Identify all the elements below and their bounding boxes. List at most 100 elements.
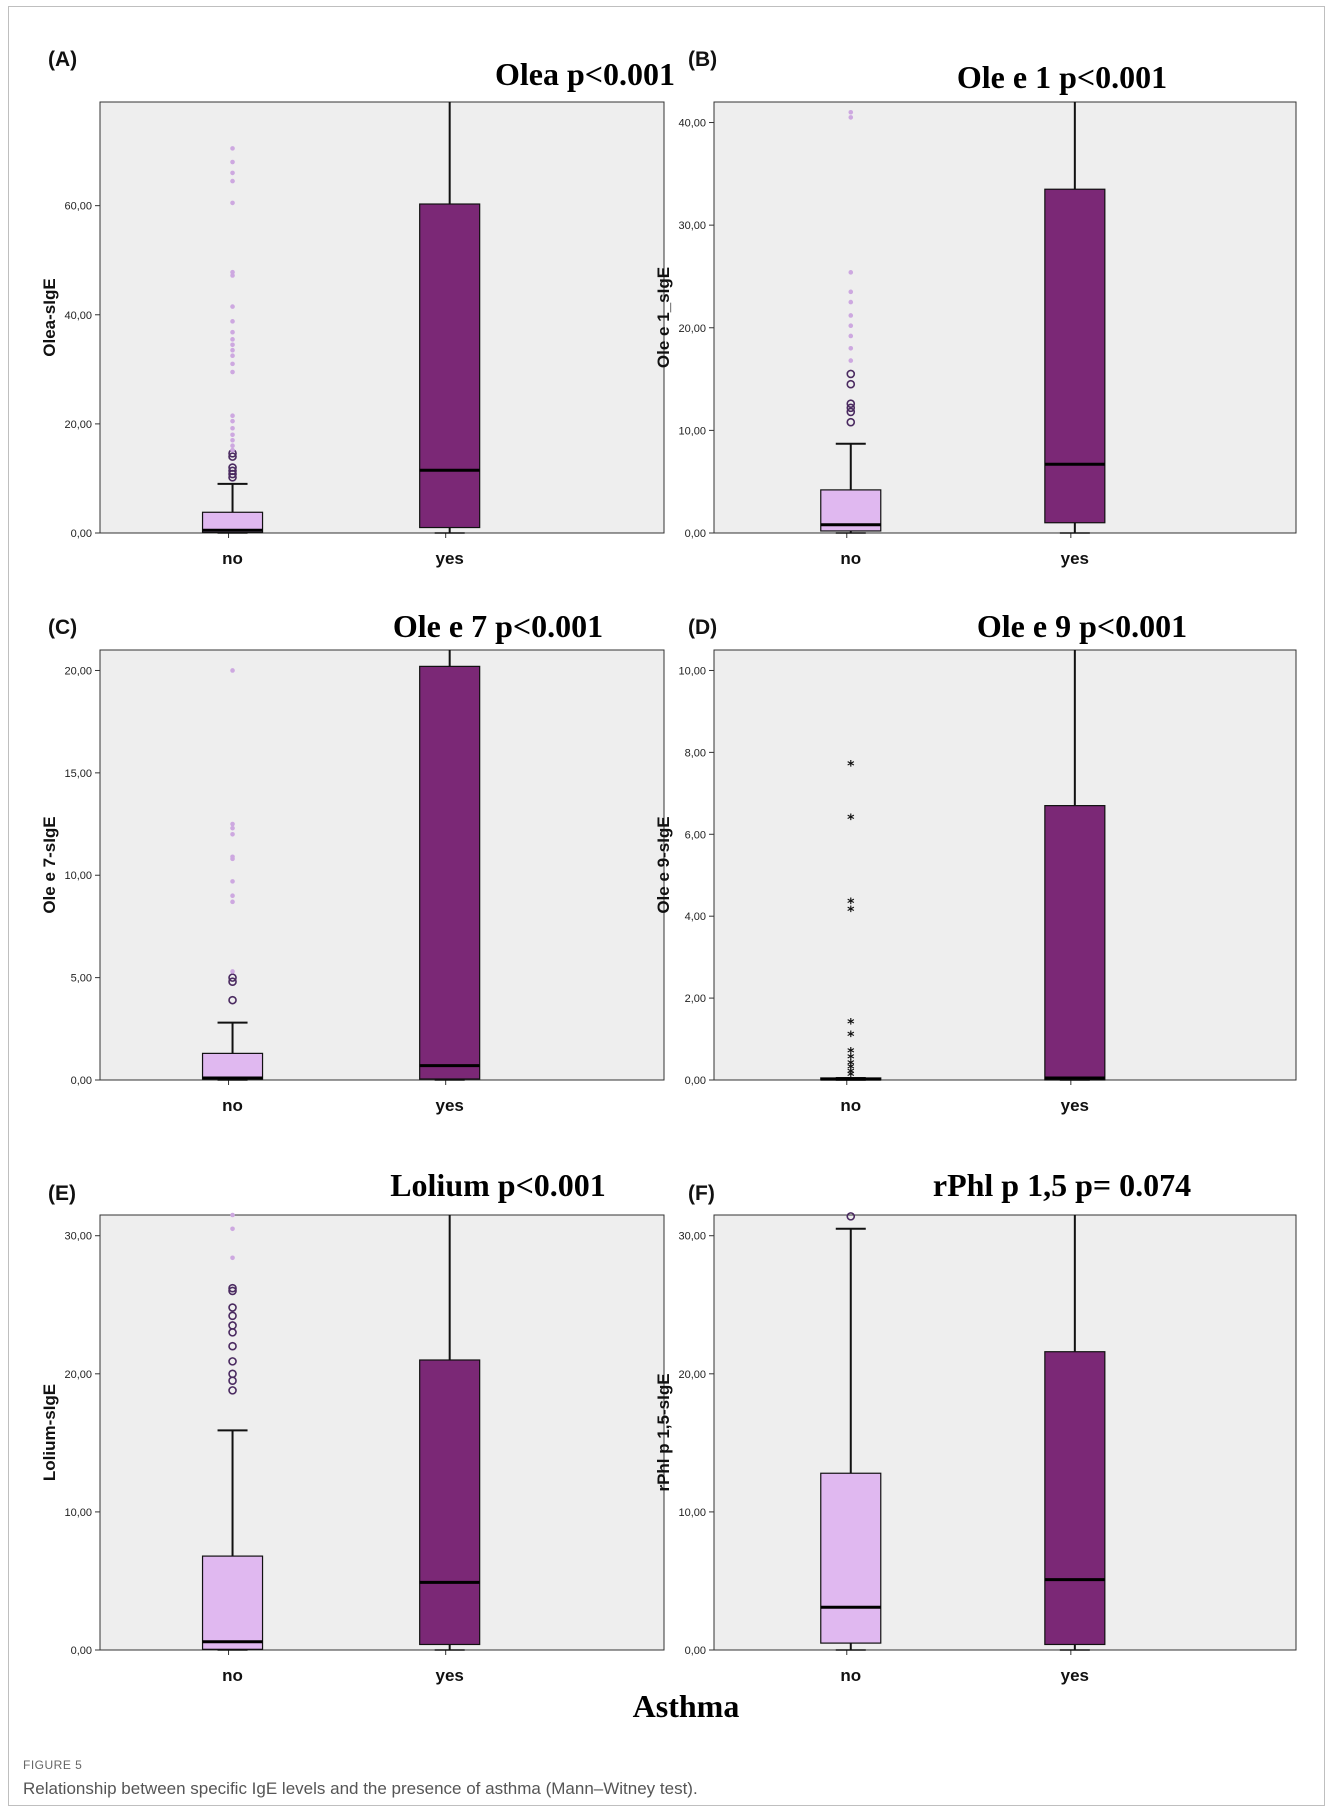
- extreme-point: [230, 347, 235, 353]
- panel-e: (E) Lolium p<0.001 0,00 10,00 20,00 30,00 Loli…: [40, 1167, 665, 1685]
- extreme-point: [230, 425, 235, 431]
- extreme-point: *: [847, 812, 855, 828]
- extreme-point: *: [847, 1045, 855, 1061]
- extreme-point: [230, 269, 235, 275]
- x-tick-label-yes: yes: [435, 1666, 463, 1685]
- outlier-point: [228, 1283, 237, 1293]
- x-tick-label-no: no: [840, 1096, 861, 1115]
- extreme-point: [230, 668, 235, 673]
- plot-area: [713, 649, 1297, 1081]
- box-no: [201, 1555, 264, 1650]
- y-tick-label: 60,00: [64, 201, 92, 213]
- extreme-point: [848, 115, 854, 120]
- x-tick-label-no: no: [840, 549, 861, 568]
- extreme-point: *: [847, 1058, 855, 1074]
- y-tick-label: 20,00: [64, 1369, 92, 1381]
- panel-d: (D) Ole e 9 p<0.001 0,00 2,00 4,00 6,00 8,00 10…: [654, 608, 1297, 1115]
- plot-area: [713, 1214, 1297, 1651]
- outlier-point: [228, 1341, 237, 1351]
- extreme-point: [848, 345, 854, 351]
- y-tick-label: 6,00: [685, 829, 706, 841]
- extreme-point: *: [847, 1029, 855, 1045]
- extreme-point: [848, 109, 854, 115]
- panel-title: Ole e 1 p<0.001: [957, 59, 1167, 95]
- y-axis-label: rPhl p 1,5-sIgE: [654, 1373, 673, 1491]
- extreme-point: [230, 418, 235, 424]
- extreme-point: [230, 413, 235, 419]
- extreme-point: *: [847, 1062, 855, 1078]
- extreme-point: *: [847, 904, 855, 920]
- extreme-point: [230, 969, 235, 974]
- outlier-point: [846, 379, 856, 389]
- extreme-point: [230, 1226, 235, 1232]
- plot-area: [99, 649, 665, 1081]
- box-yes: [419, 1359, 481, 1646]
- extreme-point: *: [847, 896, 855, 912]
- extreme-point: [230, 821, 235, 827]
- extreme-point: *: [847, 1017, 855, 1033]
- y-axis-label: Ole e 1_sIgE: [654, 267, 673, 368]
- outlier-point: [846, 399, 856, 409]
- panel-f: (F) rPhl p 1,5 p= 0.074 0,00 10,00 20,00 30,0…: [654, 1167, 1297, 1685]
- extreme-point: [230, 200, 235, 206]
- box-yes: [1044, 805, 1106, 1081]
- extreme-point: [230, 304, 235, 309]
- box-yes: [419, 203, 481, 529]
- outlier-point: [228, 1286, 237, 1296]
- y-tick-label: 20,00: [64, 419, 92, 431]
- outlier-point: [846, 403, 856, 413]
- extreme-point: [230, 1255, 235, 1261]
- extreme-point: [848, 323, 854, 329]
- figure-label: FIGURE 5: [23, 1758, 83, 1772]
- outlier-point: [228, 1311, 237, 1321]
- panel-letter: (F): [688, 1182, 715, 1205]
- y-tick-label: 30,00: [64, 1231, 92, 1243]
- extreme-point: [230, 329, 235, 335]
- extreme-point: [230, 342, 235, 348]
- panel-title: Ole e 7 p<0.001: [393, 608, 603, 644]
- panel-letter: (E): [48, 1182, 76, 1205]
- extreme-point: [230, 854, 235, 860]
- panel-letter: (D): [688, 616, 717, 639]
- extreme-point: [230, 437, 235, 443]
- y-tick-label: 20,00: [678, 323, 706, 335]
- extreme-point: [230, 273, 235, 278]
- panel-letter: (A): [48, 48, 77, 71]
- y-tick-label: 10,00: [64, 870, 92, 882]
- extreme-point: [230, 1212, 235, 1218]
- box-no: [201, 511, 264, 534]
- extreme-point: [230, 879, 235, 884]
- plot-area: [99, 1214, 665, 1651]
- extreme-point: *: [847, 759, 855, 775]
- box-no: [820, 1472, 882, 1644]
- x-tick-label-no: no: [222, 1666, 243, 1685]
- y-tick-label: 0,00: [71, 1075, 92, 1087]
- extreme-point: [848, 358, 854, 363]
- extreme-point: [230, 432, 235, 438]
- extreme-point: [848, 289, 854, 295]
- y-axis-label: Olea-sIgE: [40, 278, 59, 356]
- extreme-point: [230, 353, 235, 358]
- plot-area: [713, 101, 1297, 534]
- x-tick-label-yes: yes: [1061, 1666, 1089, 1685]
- extreme-point: [230, 899, 235, 905]
- common-x-axis-label: Asthma: [633, 1688, 740, 1724]
- outlier-point: [228, 1357, 237, 1366]
- y-tick-label: 30,00: [678, 220, 706, 232]
- y-tick-label: 15,00: [64, 768, 92, 780]
- panel-c: (C) Ole e 7 p<0.001 0,00 5,00 10,00 15,00 20,0…: [40, 608, 665, 1115]
- box-yes: [1044, 188, 1106, 524]
- panel-title: Lolium p<0.001: [390, 1167, 606, 1203]
- box-yes: [1044, 1351, 1106, 1646]
- outlier-point: [846, 1212, 856, 1221]
- panel-b: (B) Ole e 1 p<0.001 0,00 10,00 20,00 30,00 40,…: [654, 48, 1297, 568]
- box-plot-figure: Asthma (A) Olea p<0.001 0,00 20,00 40,00 60,0…: [40, 48, 1297, 1724]
- panel-title: rPhl p 1,5 p= 0.074: [933, 1167, 1191, 1203]
- outlier-point: [846, 369, 856, 379]
- y-tick-label: 0,00: [71, 1645, 92, 1657]
- outlier-point: [228, 463, 237, 472]
- panel-title: Ole e 9 p<0.001: [977, 608, 1187, 644]
- figure-caption: Relationship between specific IgE levels…: [23, 1779, 698, 1798]
- outlier-point: [228, 466, 237, 476]
- extreme-point: [848, 270, 854, 275]
